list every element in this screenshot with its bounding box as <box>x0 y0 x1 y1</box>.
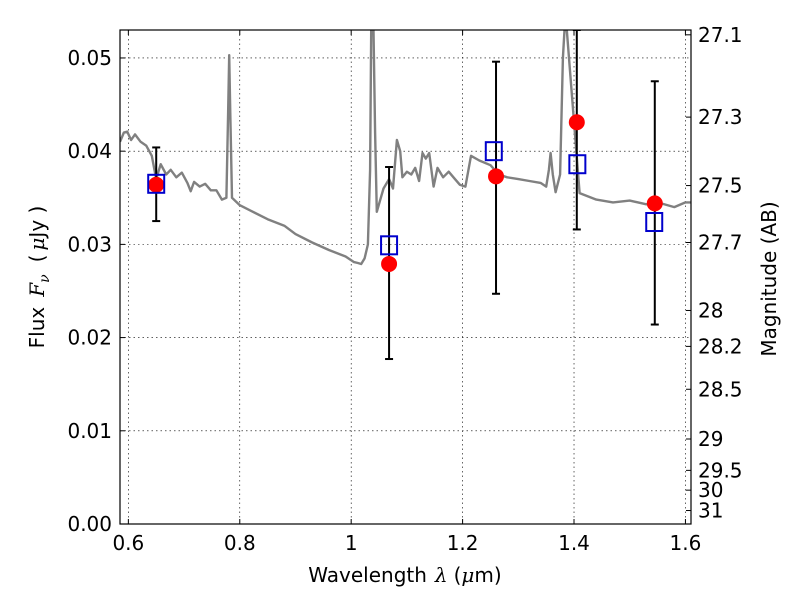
y-axis-unit-open: ( <box>25 255 49 263</box>
mag-tick-label: 27.7 <box>698 231 743 255</box>
model-point <box>380 235 399 256</box>
plot-area <box>120 30 691 361</box>
y-tick-label: 0.03 <box>67 232 112 256</box>
x-tick-label: 0.6 <box>112 531 144 555</box>
y-axis-unit-mu: μ <box>25 238 49 251</box>
y-tick-label: 0.00 <box>67 512 112 536</box>
mag-tick-label: 27.3 <box>698 105 743 129</box>
mag-tick-label: 28.2 <box>698 334 743 358</box>
mag-tick-label: 29 <box>698 427 723 451</box>
observed-point <box>488 168 505 185</box>
model-point <box>568 154 587 175</box>
y-axis-subscript: ν <box>37 274 53 283</box>
mag-tick-label: 31 <box>698 499 723 523</box>
x-tick-label: 1.4 <box>558 531 590 555</box>
y-tick-label: 0.01 <box>67 419 112 443</box>
x-tick-label: 1 <box>345 531 358 555</box>
y2-axis-label: Magnitude (AB) <box>757 201 781 356</box>
model-point <box>147 173 166 194</box>
y-axis-symbol: F <box>25 282 49 298</box>
x-axis-label: Wavelength λ (μm) <box>308 563 501 587</box>
x-tick-label: 1.2 <box>447 531 479 555</box>
x-axis-unit-open: ( <box>454 563 462 587</box>
x-axis-label-text: Wavelength <box>308 563 427 587</box>
model-point <box>484 141 503 162</box>
observed-point <box>646 195 663 212</box>
mag-tick-label: 28 <box>698 298 723 322</box>
model-point <box>645 212 664 233</box>
spectrum-line <box>120 30 691 266</box>
y-axis-unit-rest: Jy ) <box>25 206 49 240</box>
x-tick-label: 1.6 <box>670 531 702 555</box>
x-axis-unit-rest: m) <box>474 563 501 587</box>
observed-point <box>381 255 398 272</box>
y-axis-label-text: Flux <box>25 307 49 349</box>
y-axis-label: Flux Fν ( μJy ) <box>25 206 53 349</box>
axis-ticks: 0.6 0.8 1 1.2 1.4 1.6 0.00 0.01 0.02 0.03 0.04 0.05… <box>67 23 742 555</box>
y-tick-label: 0.04 <box>67 139 112 163</box>
x-tick-label: 0.8 <box>224 531 256 555</box>
x-axis-symbol: λ <box>434 563 448 587</box>
observed-point <box>568 114 585 131</box>
mag-tick-label: 27.5 <box>698 174 743 198</box>
x-axis-unit-mu: μ <box>461 563 474 587</box>
y-tick-label: 0.05 <box>67 46 112 70</box>
observed-point <box>148 176 165 193</box>
mag-tick-label: 29.5 <box>698 458 743 482</box>
mag-tick-label: 27.1 <box>698 23 743 47</box>
plot-frame <box>119 29 692 525</box>
mag-tick-label: 30 <box>698 478 723 502</box>
y-tick-label: 0.02 <box>67 326 112 350</box>
mag-tick-label: 28.5 <box>698 377 743 401</box>
